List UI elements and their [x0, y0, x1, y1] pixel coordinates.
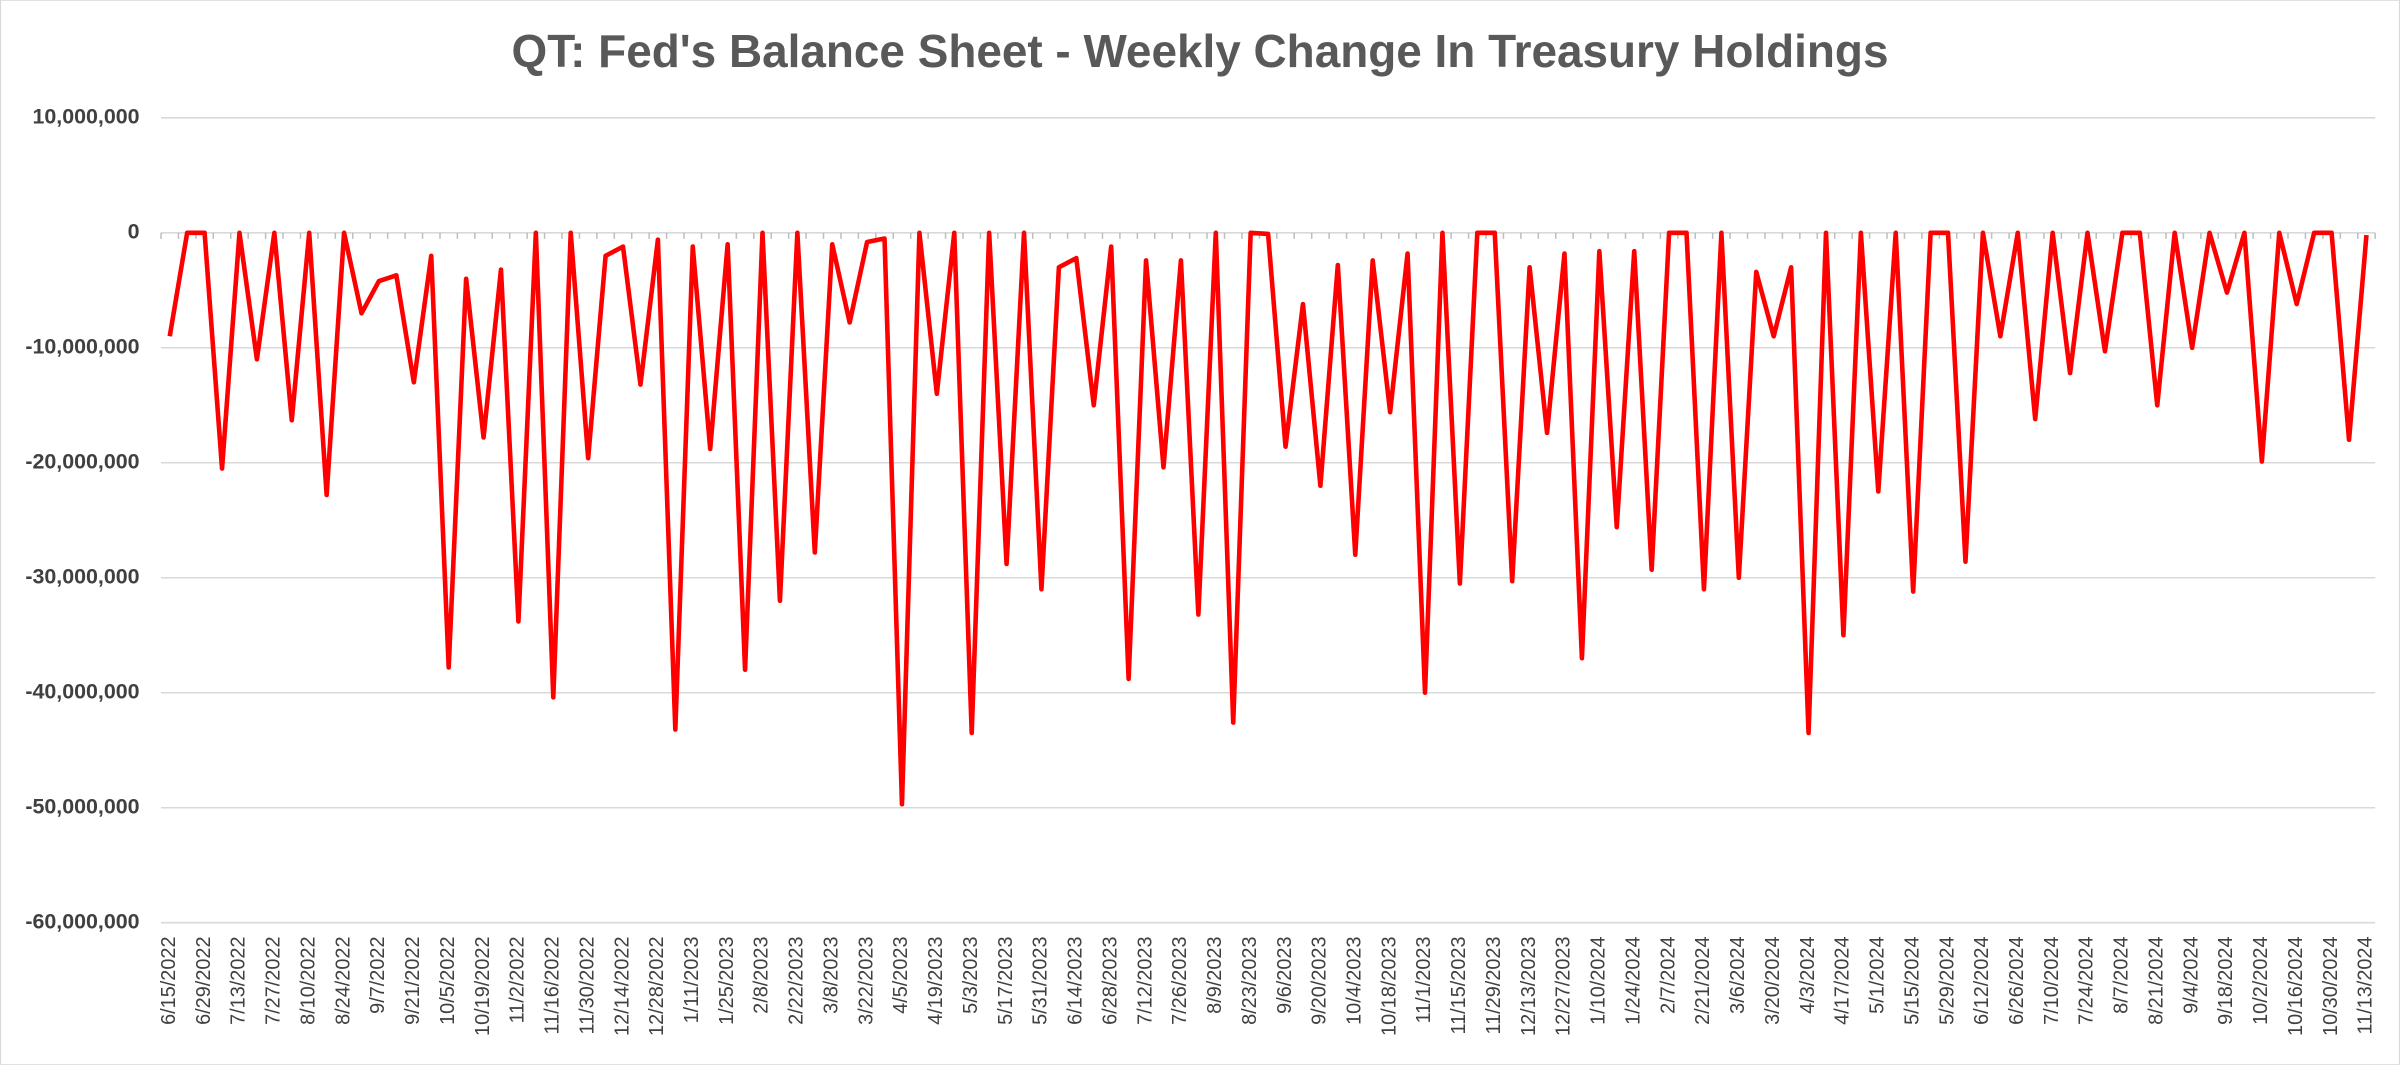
x-tick-label: 11/2/2022	[507, 936, 529, 1023]
x-tick-label: 1/11/2023	[681, 936, 703, 1023]
x-tick-label: 5/29/2024	[1936, 936, 1958, 1024]
x-tick-label: 8/24/2022	[332, 936, 354, 1024]
x-tick-label: 3/8/2023	[820, 936, 842, 1013]
x-tick-label: 6/29/2022	[193, 936, 215, 1024]
x-tick-label: 11/13/2024	[2355, 936, 2377, 1034]
x-tick-label: 4/19/2023	[925, 936, 947, 1024]
y-tick-label: -40,000,000	[25, 679, 139, 703]
x-tick-label: 11/16/2022	[542, 936, 564, 1034]
y-tick-label: -10,000,000	[25, 334, 139, 358]
x-tick-label: 9/18/2024	[2215, 936, 2237, 1024]
x-tick-label: 6/26/2024	[2006, 936, 2028, 1024]
x-tick-label: 12/14/2022	[611, 936, 633, 1035]
x-tick-label: 11/30/2022	[576, 936, 598, 1034]
x-tick-label: 10/19/2022	[472, 936, 494, 1035]
x-tick-label: 5/17/2023	[995, 936, 1017, 1024]
x-tick-label: 3/6/2024	[1727, 936, 1749, 1013]
x-tick-label: 5/3/2023	[960, 936, 982, 1013]
x-tick-label: 1/25/2023	[716, 936, 738, 1024]
data-line	[167, 230, 2369, 807]
x-tick-label: 4/17/2024	[1832, 936, 1854, 1024]
x-tick-label: 1/10/2024	[1588, 936, 1610, 1024]
x-tick-label: 7/12/2023	[1134, 936, 1156, 1024]
x-tick-label: 8/10/2022	[297, 936, 319, 1024]
x-tick-label: 10/4/2023	[1344, 936, 1366, 1024]
y-tick-label: -30,000,000	[25, 564, 139, 588]
x-tick-label: 4/5/2023	[890, 936, 912, 1013]
x-tick-label: 6/12/2024	[1971, 936, 1993, 1024]
x-tick-label: 11/1/2023	[1413, 936, 1435, 1023]
x-tick-label: 8/7/2024	[2111, 936, 2133, 1013]
x-tick-label: 10/5/2022	[437, 936, 459, 1024]
y-tick-label: 0	[128, 219, 140, 243]
x-tick-label: 7/13/2022	[228, 936, 250, 1024]
x-tick-label: 10/16/2024	[2285, 936, 2307, 1035]
x-tick-label: 3/22/2023	[855, 936, 877, 1024]
x-tick-label: 8/23/2023	[1239, 936, 1261, 1024]
x-tick-label: 4/3/2024	[1797, 936, 1819, 1013]
x-tick-label: 9/20/2023	[1309, 936, 1331, 1024]
x-tick-label: 2/8/2023	[751, 936, 773, 1013]
x-tick-label: 10/18/2023	[1378, 936, 1400, 1035]
x-tick-label: 6/15/2022	[158, 936, 180, 1024]
x-tick-label: 8/21/2024	[2145, 936, 2167, 1024]
x-tick-label: 1/24/2024	[1622, 936, 1644, 1024]
y-tick-label: -60,000,000	[25, 909, 139, 933]
x-tick-label: 9/6/2023	[1274, 936, 1296, 1013]
x-tick-label: 6/28/2023	[1099, 936, 1121, 1024]
x-tick-label: 7/10/2024	[2041, 936, 2063, 1024]
x-tick-label: 2/22/2023	[786, 936, 808, 1024]
x-tick-label: 5/1/2024	[1867, 936, 1889, 1013]
x-tick-label: 7/24/2024	[2076, 936, 2098, 1024]
x-tick-label: 7/27/2022	[263, 936, 285, 1024]
x-tick-label: 5/31/2023	[1030, 936, 1052, 1024]
x-tick-label: 3/20/2024	[1762, 936, 1784, 1024]
x-tick-label: 5/15/2024	[1901, 936, 1923, 1024]
y-tick-label: -20,000,000	[25, 449, 139, 473]
chart-title: QT: Fed's Balance Sheet - Weekly Change …	[512, 25, 1889, 77]
x-tick-label: 12/27/2023	[1553, 936, 1575, 1035]
x-tick-label: 9/21/2022	[402, 936, 424, 1024]
x-tick-label: 8/9/2023	[1204, 936, 1226, 1013]
x-tick-label: 12/13/2023	[1518, 936, 1540, 1035]
x-tick-label: 12/28/2022	[646, 936, 668, 1035]
x-tick-label: 10/2/2024	[2250, 936, 2272, 1024]
x-tick-label: 9/7/2022	[367, 936, 389, 1013]
x-tick-label: 10/30/2024	[2320, 936, 2342, 1035]
x-tick-label: 2/21/2024	[1692, 936, 1714, 1024]
x-tick-label: 9/4/2024	[2180, 936, 2202, 1013]
x-tick-label: 11/29/2023	[1483, 936, 1505, 1034]
x-tick-label: 2/7/2024	[1657, 936, 1679, 1013]
y-tick-label: -50,000,000	[25, 794, 139, 818]
x-tick-label: 7/26/2023	[1169, 936, 1191, 1024]
x-tick-label: 6/14/2023	[1065, 936, 1087, 1024]
x-tick-label: 11/15/2023	[1448, 936, 1470, 1034]
y-tick-label: 10,000,000	[32, 104, 139, 128]
